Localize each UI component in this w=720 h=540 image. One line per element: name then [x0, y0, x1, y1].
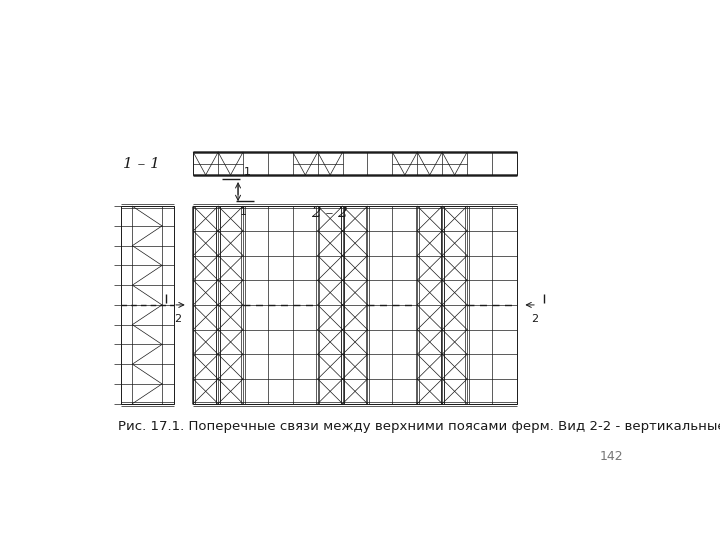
Text: 1: 1 [240, 207, 247, 217]
Text: 2: 2 [531, 314, 538, 324]
Bar [193, 206, 517, 404]
Text: 2: 2 [174, 314, 181, 324]
Text: Рис. 17.1. Поперечные связи между верхними поясами ферм. Вид 2-2 - вертикальные : Рис. 17.1. Поперечные связи между верхни… [118, 420, 720, 433]
Bar [121, 206, 174, 404]
Text: 2 – 2: 2 – 2 [311, 206, 348, 220]
Text: 142: 142 [599, 450, 623, 463]
Text: 1 – 1: 1 – 1 [124, 157, 161, 171]
Text: 1: 1 [243, 167, 251, 178]
Bar [193, 152, 517, 175]
